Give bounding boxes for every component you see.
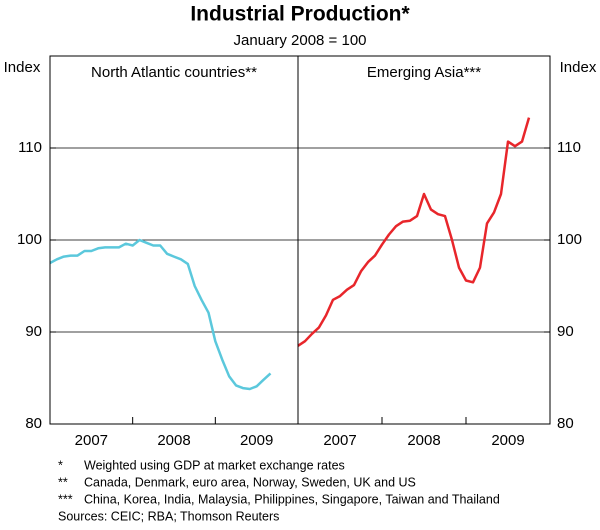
data-line [49, 238, 272, 391]
x-tick-label: 2009 [491, 432, 524, 449]
x-tick-label: 2008 [157, 432, 190, 449]
note-marker: ** [58, 475, 68, 489]
y-tick-label: 80 [557, 415, 574, 432]
panel-title: North Atlantic countries** [91, 64, 257, 81]
note-text: China, Korea, India, Malaysia, Philippin… [84, 492, 500, 506]
note-text: Canada, Denmark, euro area, Norway, Swed… [84, 475, 416, 489]
y-tick-label: 100 [17, 231, 42, 248]
chart-title: Industrial Production* [190, 3, 410, 26]
y-axis-label: Index [560, 59, 597, 76]
x-tick-label: 2007 [323, 432, 356, 449]
note-text: Weighted using GDP at market exchange ra… [84, 458, 345, 472]
note-marker: *** [58, 492, 73, 506]
y-tick-label: 90 [25, 323, 42, 340]
note-marker: * [58, 458, 63, 472]
x-tick-label: 2009 [240, 432, 273, 449]
sources: Sources: CEIC; RBA; Thomson Reuters [58, 509, 279, 523]
y-tick-label: 100 [557, 231, 582, 248]
y-tick-label: 90 [557, 323, 574, 340]
chart-subtitle: January 2008 = 100 [233, 32, 366, 49]
plot-frame [49, 55, 551, 425]
y-axis-label: Index [4, 59, 41, 76]
x-tick-label: 2008 [407, 432, 440, 449]
y-tick-label: 110 [18, 139, 42, 156]
data-line [297, 117, 531, 347]
panel-title: Emerging Asia*** [367, 64, 481, 81]
y-tick-label: 110 [557, 139, 581, 156]
y-tick-label: 80 [25, 415, 42, 432]
x-tick-label: 2007 [75, 432, 108, 449]
